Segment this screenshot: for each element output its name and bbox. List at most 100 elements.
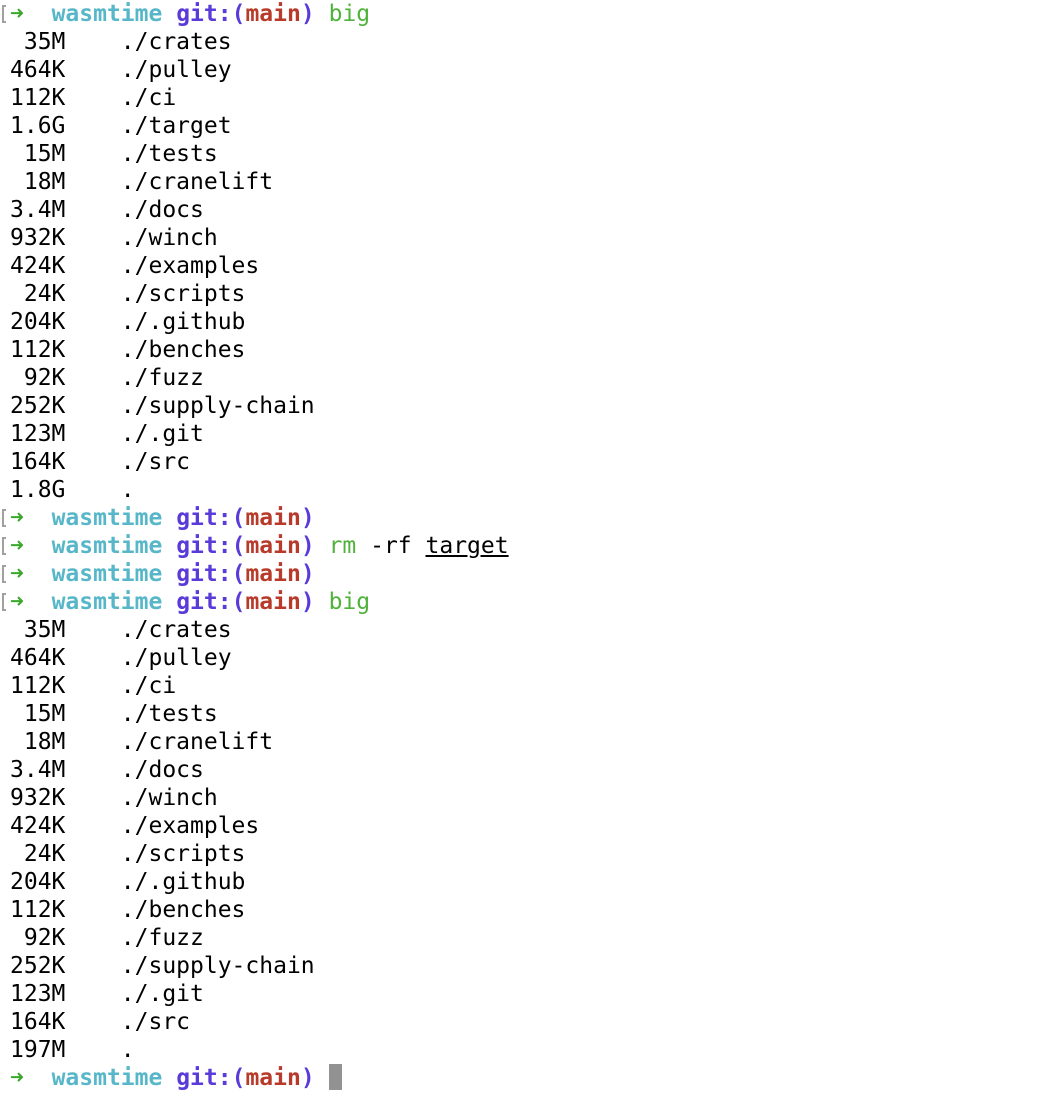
file-size: 424K — [10, 253, 66, 279]
file-path: ./target — [120, 113, 232, 139]
file-path: ./fuzz — [120, 925, 204, 951]
file-size: 424K — [10, 813, 66, 839]
prompt-line: ➜ wasmtime git:(main) — [10, 1064, 509, 1092]
du-output-row: 197M . — [10, 1036, 509, 1064]
command-path-arg: target — [425, 533, 509, 559]
file-size: 252K — [10, 393, 66, 419]
du-output-row: 24K ./scripts — [10, 280, 509, 308]
file-path: ./supply-chain — [120, 953, 315, 979]
file-size: 204K — [10, 869, 66, 895]
file-size: 932K — [10, 225, 66, 251]
line-mark-icon — [2, 5, 6, 23]
file-path: ./winch — [120, 225, 218, 251]
prompt-git-branch: main — [245, 1065, 301, 1091]
du-output-row: 112K ./benches — [10, 336, 509, 364]
file-path: ./examples — [120, 253, 260, 279]
prompt-arrow-icon: ➜ — [10, 505, 24, 531]
command-name: big — [328, 1, 371, 27]
du-output-row: 932K ./winch — [10, 784, 509, 812]
file-path: ./src — [120, 449, 191, 475]
du-output-row: 1.8G . — [10, 476, 509, 504]
file-path: ./scripts — [120, 841, 246, 867]
prompt-git-branch: main — [245, 505, 301, 531]
file-size: 123M — [10, 421, 66, 447]
file-path: ./examples — [120, 813, 260, 839]
line-mark-icon — [2, 593, 6, 611]
file-size: 204K — [10, 309, 66, 335]
du-output-row: 15M ./tests — [10, 700, 509, 728]
file-size: 197M — [10, 1037, 66, 1063]
prompt-git-label: git:( — [176, 1065, 246, 1091]
file-path: ./tests — [120, 141, 218, 167]
prompt-git-label: git:( — [176, 589, 246, 615]
prompt-git-close: ) — [300, 505, 315, 531]
du-output-row: 18M ./cranelift — [10, 728, 509, 756]
file-path: ./docs — [120, 197, 204, 223]
du-output-row: 204K ./.github — [10, 308, 509, 336]
file-path: ./.github — [120, 309, 246, 335]
file-path: ./.git — [120, 421, 204, 447]
file-size: 35M — [10, 617, 66, 643]
line-mark-icon — [2, 565, 6, 583]
command-name: big — [328, 589, 371, 615]
file-size: 3.4M — [10, 197, 66, 223]
command-args: -rf — [356, 533, 426, 559]
file-size: 464K — [10, 57, 66, 83]
file-size: 3.4M — [10, 757, 66, 783]
file-size: 24K — [10, 841, 66, 867]
du-output-row: 164K ./src — [10, 448, 509, 476]
file-size: 24K — [10, 281, 66, 307]
du-output-row: 18M ./cranelift — [10, 168, 509, 196]
line-mark-icon — [2, 537, 6, 555]
du-output-row: 112K ./ci — [10, 84, 509, 112]
prompt-git-close: ) — [300, 589, 315, 615]
prompt-git-branch: main — [245, 533, 301, 559]
file-path: ./pulley — [120, 57, 232, 83]
file-size: 112K — [10, 673, 66, 699]
file-path: ./fuzz — [120, 365, 204, 391]
prompt-git-branch: main — [245, 561, 301, 587]
prompt-directory: wasmtime — [51, 533, 163, 559]
du-output-row: 35M ./crates — [10, 616, 509, 644]
prompt-arrow-icon: ➜ — [10, 589, 24, 615]
prompt-git-branch: main — [245, 589, 301, 615]
du-output-row: 35M ./crates — [10, 28, 509, 56]
file-size: 1.8G — [10, 477, 66, 503]
file-path: ./ci — [120, 673, 177, 699]
prompt-arrow-icon: ➜ — [10, 1065, 24, 1091]
terminal-cursor[interactable] — [328, 1064, 342, 1090]
du-output-row: 92K ./fuzz — [10, 924, 509, 952]
file-path: . — [120, 1037, 135, 1063]
prompt-line: ➜ wasmtime git:(main) big — [2, 588, 509, 616]
file-path: ./src — [120, 1009, 191, 1035]
file-path: ./ci — [120, 85, 177, 111]
file-size: 112K — [10, 85, 66, 111]
du-output-row: 464K ./pulley — [10, 644, 509, 672]
file-path: ./winch — [120, 785, 218, 811]
file-path: ./scripts — [120, 281, 246, 307]
du-output-row: 164K ./src — [10, 1008, 509, 1036]
prompt-git-label: git:( — [176, 1, 246, 27]
command-name: rm — [328, 533, 357, 559]
file-path: ./cranelift — [120, 729, 274, 755]
prompt-directory: wasmtime — [51, 589, 163, 615]
prompt-arrow-icon: ➜ — [10, 533, 24, 559]
file-path: ./crates — [120, 617, 232, 643]
prompt-git-close: ) — [300, 1065, 315, 1091]
prompt-git-close: ) — [300, 533, 315, 559]
file-size: 112K — [10, 897, 66, 923]
file-size: 92K — [10, 365, 66, 391]
file-path: ./benches — [120, 337, 246, 363]
file-size: 464K — [10, 645, 66, 671]
du-output-row: 15M ./tests — [10, 140, 509, 168]
prompt-git-label: git:( — [176, 505, 246, 531]
file-path: ./crates — [120, 29, 232, 55]
du-output-row: 3.4M ./docs — [10, 196, 509, 224]
du-output-row: 252K ./supply-chain — [10, 952, 509, 980]
file-path: ./pulley — [120, 645, 232, 671]
prompt-arrow-icon: ➜ — [10, 561, 24, 587]
du-output-row: 92K ./fuzz — [10, 364, 509, 392]
du-output-row: 3.4M ./docs — [10, 756, 509, 784]
prompt-git-label: git:( — [176, 533, 246, 559]
